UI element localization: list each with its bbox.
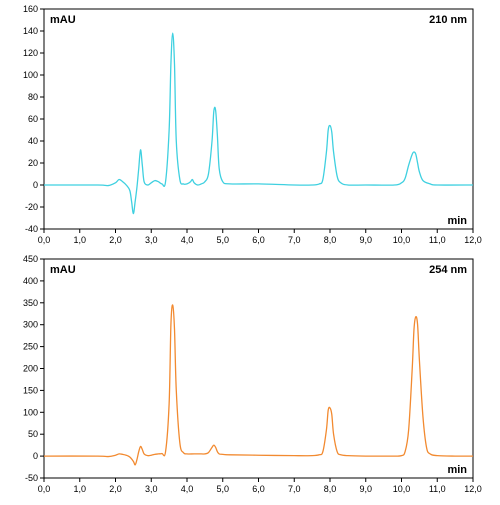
y-tick-label: 20 [28,158,38,168]
y-tick-label: 120 [23,48,38,58]
y-tick-label: 450 [23,254,38,264]
plot-frame [43,258,474,479]
y-tick-label: 100 [23,407,38,417]
y-tick-label: -20 [25,202,38,212]
x-tick-label: 4,0 [181,235,194,245]
x-tick-label: 1,0 [73,235,86,245]
x-tick-label: 11,0 [429,235,446,245]
x-tick-label: 12,0 [464,235,482,245]
x-tick-label: 0,0 [38,235,51,245]
x-tick-label: 3,0 [145,484,158,494]
x-tick-label: 6,0 [252,484,265,494]
x-tick-label: 6,0 [252,235,265,245]
series-line-0 [43,304,474,466]
y-tick-label: 60 [28,114,38,124]
x-axis-label: min [447,464,467,476]
x-tick-label: 4,0 [181,484,194,494]
x-tick-label: 8,0 [324,484,337,494]
chart-panel-254nm: 0,0 1,0 2,0 3,0 4,0 5,0 6,0 7,0 8,0 9,0 10,0 11,0 12… [23,254,482,494]
y-tick-label: 140 [23,26,38,36]
x-tick-label: 8,0 [324,235,337,245]
series-line-0 [43,32,474,215]
y-tick-label: 40 [28,136,38,146]
y-tick-label: 0 [33,180,38,190]
y-tick-label: 350 [23,298,38,308]
x-tick-label: 12,0 [464,484,482,494]
x-tick-label: 10,0 [393,235,411,245]
plot-frame [43,8,474,230]
y-tick-label: 50 [28,429,38,439]
x-tick-label: 3,0 [145,235,158,245]
x-tick-label: 5,0 [216,235,229,245]
y-tick-label: 80 [28,92,38,102]
x-tick-label: 9,0 [359,484,372,494]
y-tick-label: 0 [33,451,38,461]
y-tick-label: 100 [23,70,38,80]
y-tick-label: 250 [23,342,38,352]
y-tick-label: -40 [25,224,38,234]
y-tick-label: 300 [23,320,38,330]
y-tick-label: 400 [23,276,38,286]
chart-panel-210nm: 0,0 1,0 2,0 3,0 4,0 5,0 6,0 7,0 8,0 9,0 10,0 11,0 12… [23,4,482,245]
y-unit-label: mAU [50,14,76,26]
y-tick-label: 150 [23,385,38,395]
y-tick-label: -50 [25,473,38,483]
x-tick-label: 11,0 [429,484,446,494]
x-tick-label: 0,0 [38,484,51,494]
x-tick-label: 10,0 [393,484,411,494]
x-tick-label: 1,0 [73,484,86,494]
y-tick-label: 160 [23,4,38,14]
x-tick-label: 2,0 [109,235,122,245]
x-tick-label: 7,0 [288,235,301,245]
y-unit-label: mAU [50,264,76,276]
wavelength-label: 254 nm [429,264,467,276]
wavelength-label: 210 nm [429,14,467,26]
x-tick-label: 5,0 [216,484,229,494]
x-tick-label: 2,0 [109,484,122,494]
y-tick-label: 200 [23,364,38,374]
x-axis-label: min [447,215,467,227]
x-tick-label: 7,0 [288,484,301,494]
x-tick-label: 9,0 [359,235,372,245]
